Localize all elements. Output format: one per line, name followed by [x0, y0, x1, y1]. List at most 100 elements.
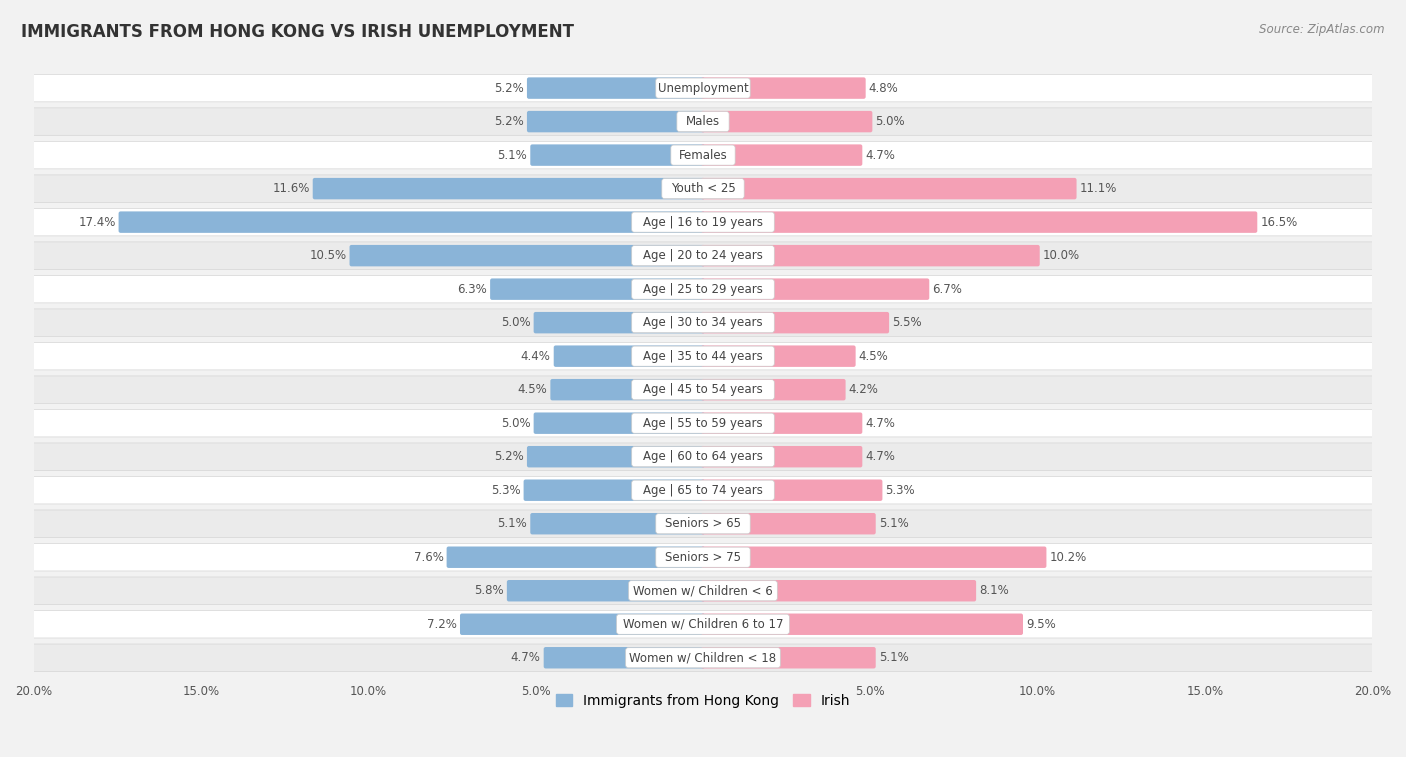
FancyBboxPatch shape	[702, 77, 866, 99]
FancyBboxPatch shape	[631, 313, 775, 333]
FancyBboxPatch shape	[550, 379, 704, 400]
FancyBboxPatch shape	[491, 279, 704, 300]
FancyBboxPatch shape	[702, 211, 1257, 233]
Text: 5.1%: 5.1%	[879, 651, 908, 664]
FancyBboxPatch shape	[34, 175, 1372, 202]
Text: 4.7%: 4.7%	[510, 651, 541, 664]
FancyBboxPatch shape	[671, 145, 735, 165]
FancyBboxPatch shape	[530, 145, 704, 166]
FancyBboxPatch shape	[631, 413, 775, 433]
Text: Unemployment: Unemployment	[658, 82, 748, 95]
Text: 5.2%: 5.2%	[494, 82, 524, 95]
FancyBboxPatch shape	[702, 647, 876, 668]
FancyBboxPatch shape	[34, 577, 1372, 605]
FancyBboxPatch shape	[631, 447, 775, 467]
FancyBboxPatch shape	[655, 514, 751, 534]
Text: 5.2%: 5.2%	[494, 450, 524, 463]
FancyBboxPatch shape	[631, 480, 775, 500]
Legend: Immigrants from Hong Kong, Irish: Immigrants from Hong Kong, Irish	[550, 689, 856, 714]
FancyBboxPatch shape	[631, 279, 775, 299]
Text: Age | 25 to 29 years: Age | 25 to 29 years	[643, 282, 763, 296]
FancyBboxPatch shape	[702, 245, 1039, 266]
FancyBboxPatch shape	[34, 208, 1372, 236]
FancyBboxPatch shape	[34, 107, 1372, 136]
Text: 7.2%: 7.2%	[427, 618, 457, 631]
Text: Age | 35 to 44 years: Age | 35 to 44 years	[643, 350, 763, 363]
Text: 8.1%: 8.1%	[979, 584, 1010, 597]
FancyBboxPatch shape	[702, 479, 883, 501]
FancyBboxPatch shape	[702, 613, 1024, 635]
FancyBboxPatch shape	[702, 547, 1046, 568]
FancyBboxPatch shape	[631, 346, 775, 366]
Text: 4.7%: 4.7%	[865, 148, 896, 161]
Text: Age | 45 to 54 years: Age | 45 to 54 years	[643, 383, 763, 396]
Text: 6.7%: 6.7%	[932, 282, 962, 296]
Text: Source: ZipAtlas.com: Source: ZipAtlas.com	[1260, 23, 1385, 36]
Text: Age | 55 to 59 years: Age | 55 to 59 years	[643, 416, 763, 430]
Text: 5.0%: 5.0%	[501, 316, 530, 329]
Text: 11.1%: 11.1%	[1080, 182, 1116, 195]
Text: Age | 16 to 19 years: Age | 16 to 19 years	[643, 216, 763, 229]
FancyBboxPatch shape	[34, 276, 1372, 303]
FancyBboxPatch shape	[34, 342, 1372, 370]
Text: 9.5%: 9.5%	[1026, 618, 1056, 631]
FancyBboxPatch shape	[702, 379, 845, 400]
FancyBboxPatch shape	[626, 648, 780, 668]
FancyBboxPatch shape	[34, 309, 1372, 336]
Text: 10.2%: 10.2%	[1049, 551, 1087, 564]
Text: Males: Males	[686, 115, 720, 128]
FancyBboxPatch shape	[631, 245, 775, 266]
FancyBboxPatch shape	[702, 145, 862, 166]
FancyBboxPatch shape	[631, 212, 775, 232]
FancyBboxPatch shape	[702, 178, 1077, 199]
Text: 4.5%: 4.5%	[517, 383, 547, 396]
Text: 5.3%: 5.3%	[886, 484, 915, 497]
FancyBboxPatch shape	[544, 647, 704, 668]
FancyBboxPatch shape	[702, 312, 889, 333]
Text: 16.5%: 16.5%	[1260, 216, 1298, 229]
Text: Females: Females	[679, 148, 727, 161]
Text: 5.1%: 5.1%	[879, 517, 908, 530]
FancyBboxPatch shape	[655, 547, 751, 567]
FancyBboxPatch shape	[631, 379, 775, 400]
Text: Age | 65 to 74 years: Age | 65 to 74 years	[643, 484, 763, 497]
Text: 4.2%: 4.2%	[849, 383, 879, 396]
Text: 5.3%: 5.3%	[491, 484, 520, 497]
FancyBboxPatch shape	[554, 345, 704, 367]
FancyBboxPatch shape	[617, 614, 789, 634]
Text: Seniors > 75: Seniors > 75	[665, 551, 741, 564]
FancyBboxPatch shape	[523, 479, 704, 501]
FancyBboxPatch shape	[34, 410, 1372, 437]
FancyBboxPatch shape	[460, 613, 704, 635]
FancyBboxPatch shape	[702, 580, 976, 602]
FancyBboxPatch shape	[34, 74, 1372, 102]
Text: 5.5%: 5.5%	[893, 316, 922, 329]
FancyBboxPatch shape	[34, 610, 1372, 638]
Text: 5.1%: 5.1%	[498, 517, 527, 530]
Text: 5.0%: 5.0%	[501, 416, 530, 430]
FancyBboxPatch shape	[34, 242, 1372, 269]
FancyBboxPatch shape	[527, 446, 704, 467]
FancyBboxPatch shape	[534, 413, 704, 434]
FancyBboxPatch shape	[312, 178, 704, 199]
FancyBboxPatch shape	[676, 111, 730, 132]
Text: Age | 60 to 64 years: Age | 60 to 64 years	[643, 450, 763, 463]
FancyBboxPatch shape	[702, 446, 862, 467]
Text: 10.0%: 10.0%	[1043, 249, 1080, 262]
FancyBboxPatch shape	[34, 443, 1372, 470]
FancyBboxPatch shape	[655, 78, 751, 98]
FancyBboxPatch shape	[702, 345, 856, 367]
FancyBboxPatch shape	[530, 513, 704, 534]
Text: Women w/ Children 6 to 17: Women w/ Children 6 to 17	[623, 618, 783, 631]
Text: Women w/ Children < 6: Women w/ Children < 6	[633, 584, 773, 597]
FancyBboxPatch shape	[534, 312, 704, 333]
FancyBboxPatch shape	[628, 581, 778, 601]
Text: Youth < 25: Youth < 25	[671, 182, 735, 195]
Text: 4.5%: 4.5%	[859, 350, 889, 363]
Text: 4.4%: 4.4%	[520, 350, 551, 363]
FancyBboxPatch shape	[506, 580, 704, 602]
FancyBboxPatch shape	[34, 510, 1372, 537]
FancyBboxPatch shape	[702, 279, 929, 300]
FancyBboxPatch shape	[34, 476, 1372, 504]
Text: Age | 20 to 24 years: Age | 20 to 24 years	[643, 249, 763, 262]
